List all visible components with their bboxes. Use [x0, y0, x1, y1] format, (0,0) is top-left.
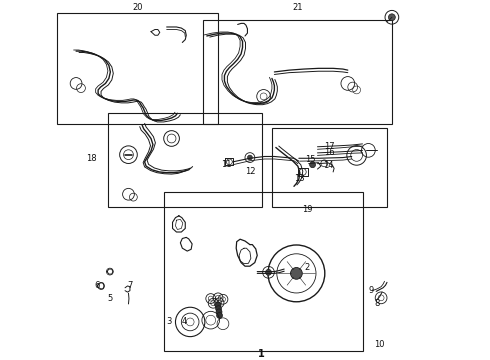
Circle shape — [217, 312, 222, 318]
Text: 16: 16 — [324, 148, 335, 157]
Text: 7: 7 — [127, 282, 133, 291]
Text: 9: 9 — [368, 286, 373, 295]
Circle shape — [216, 309, 222, 315]
Text: 4: 4 — [181, 318, 186, 327]
Circle shape — [291, 267, 302, 279]
Circle shape — [216, 306, 221, 311]
Text: 14: 14 — [323, 161, 334, 170]
Text: 11: 11 — [221, 160, 232, 169]
Text: 2: 2 — [305, 264, 310, 273]
Circle shape — [389, 14, 395, 21]
Bar — [108, 113, 262, 207]
Circle shape — [266, 269, 271, 275]
Circle shape — [310, 162, 316, 168]
Text: 6: 6 — [95, 282, 100, 291]
Bar — [164, 193, 363, 351]
Text: 15: 15 — [305, 155, 316, 164]
Bar — [203, 20, 392, 124]
Circle shape — [247, 155, 252, 160]
Text: 12: 12 — [245, 167, 255, 176]
Text: 20: 20 — [132, 3, 143, 12]
Text: 21: 21 — [292, 3, 303, 12]
Circle shape — [215, 302, 221, 308]
Text: 1: 1 — [258, 348, 265, 359]
Text: 13: 13 — [294, 174, 305, 183]
Text: 10: 10 — [374, 340, 385, 349]
Text: 3: 3 — [167, 318, 172, 327]
Text: 19: 19 — [302, 205, 313, 214]
Bar — [272, 128, 387, 207]
Text: 17: 17 — [324, 142, 335, 151]
Text: 18: 18 — [86, 154, 97, 163]
Text: 5: 5 — [108, 294, 113, 303]
Text: 8: 8 — [374, 299, 380, 308]
Bar — [56, 13, 218, 124]
